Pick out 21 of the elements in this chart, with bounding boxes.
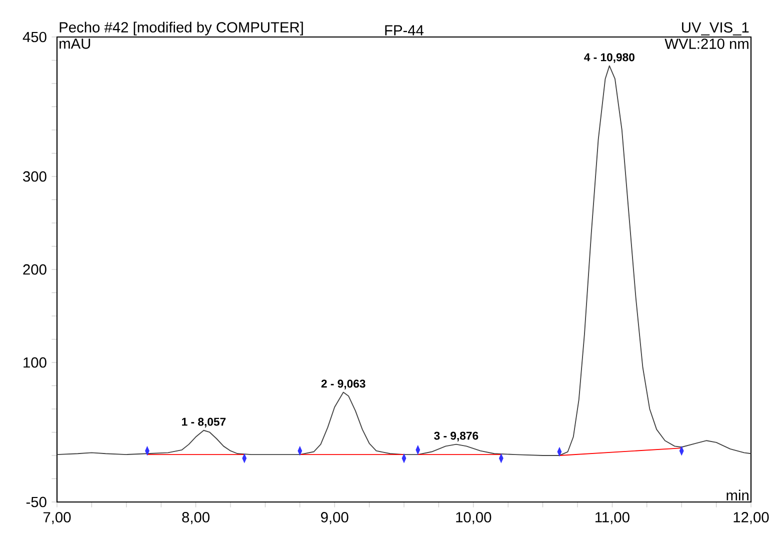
annotation: 1 - 8,057 — [182, 418, 226, 428]
x-tick-label: 8,00 — [182, 512, 210, 524]
y-tick-label: 100 — [24, 357, 46, 368]
x-tick-label: 12,00 — [734, 512, 769, 524]
y-tick-label: 300 — [23, 171, 46, 182]
text: UV_VIS_1 — [682, 22, 749, 36]
x-tick-label: 9,00 — [321, 512, 348, 524]
x-axis-title: min — [726, 490, 748, 500]
y-tick-label: 200 — [23, 264, 46, 275]
annotation: 3 - 9,876 — [434, 432, 478, 442]
x-tick-label: 7,00 — [43, 512, 71, 524]
x-tick-label: 10,00 — [456, 512, 492, 524]
y-tick-label: 450 — [22, 32, 46, 42]
y-axis-title: mAU — [60, 38, 90, 49]
text: FP-44 — [385, 25, 424, 36]
y-tick-label: -50 — [26, 496, 46, 508]
chart-title: Pecho #42 [modified by COMPUTER] — [60, 22, 303, 36]
annotation: 2 - 9,063 — [321, 380, 366, 390]
annotation: 4 - 10,980 — [584, 53, 634, 63]
x-tick-label: 11,00 — [596, 512, 630, 524]
annotation: WVL:210 nm — [664, 38, 748, 49]
